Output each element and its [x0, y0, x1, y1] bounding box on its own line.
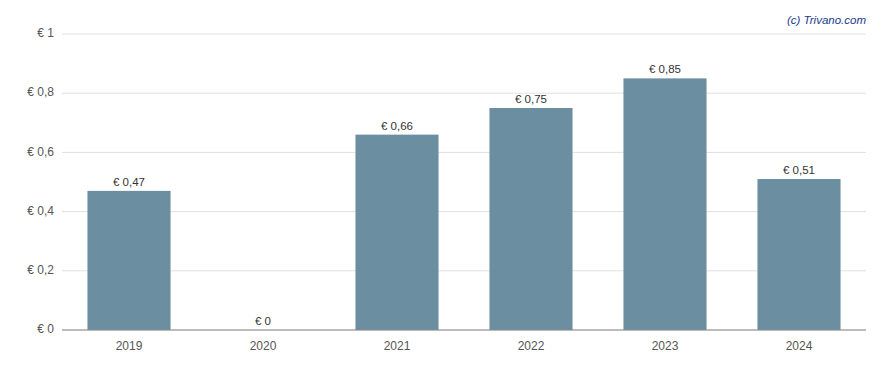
y-tick-label: € 0,2 — [27, 263, 54, 277]
data-label: € 0,47 — [113, 176, 145, 188]
x-tick-label: 2019 — [116, 339, 143, 353]
grid-line — [62, 93, 866, 94]
data-labels: € 0,47 € 0 € 0,66 € 0,75 € 0,85 € 0,51 — [113, 63, 815, 327]
grid-line — [62, 270, 866, 271]
y-tick-label: € 1 — [37, 26, 54, 40]
grid — [62, 34, 866, 330]
y-axis: € 0 € 0,2 € 0,4 € 0,6 € 0,8 € 1 — [27, 26, 54, 336]
chart-container: € 0€ 0,2€ 0,4€ 0,6€ 0,8€ 120192020202120… — [0, 0, 888, 370]
grid-line — [62, 152, 866, 153]
chart-svg: € 0€ 0,2€ 0,4€ 0,6€ 0,8€ 120192020202120… — [0, 0, 888, 370]
bar — [623, 78, 706, 330]
page: {"chart_data": {"type": "bar", "categori… — [0, 0, 888, 370]
bar — [757, 179, 840, 330]
bar — [489, 108, 572, 330]
x-tick-label: 2021 — [384, 339, 411, 353]
grid-line — [62, 34, 866, 35]
y-tick-label: € 0 — [37, 322, 54, 336]
data-label: € 0,75 — [515, 93, 547, 105]
x-tick-label: 2023 — [652, 339, 679, 353]
x-axis-line — [62, 330, 866, 331]
y-tick-label: € 0,8 — [27, 85, 54, 99]
annotation: (c) Trivano.com — [787, 14, 866, 26]
data-label: € 0,66 — [381, 120, 413, 132]
y-tick-label: € 0,4 — [27, 204, 54, 218]
grid-line — [62, 330, 866, 331]
grid-line — [62, 211, 866, 212]
y-tick-label: € 0,6 — [27, 145, 54, 159]
data-label: € 0 — [255, 315, 271, 327]
data-label: € 0,85 — [649, 63, 681, 75]
bar — [355, 135, 438, 330]
bars — [87, 78, 840, 330]
x-tick-label: 2020 — [250, 339, 277, 353]
x-axis: 2019 2020 2021 2022 2023 2024 — [62, 330, 866, 353]
x-tick-label: 2022 — [518, 339, 545, 353]
x-tick-label: 2024 — [786, 339, 813, 353]
bar — [87, 191, 170, 330]
data-label: € 0,51 — [783, 164, 815, 176]
